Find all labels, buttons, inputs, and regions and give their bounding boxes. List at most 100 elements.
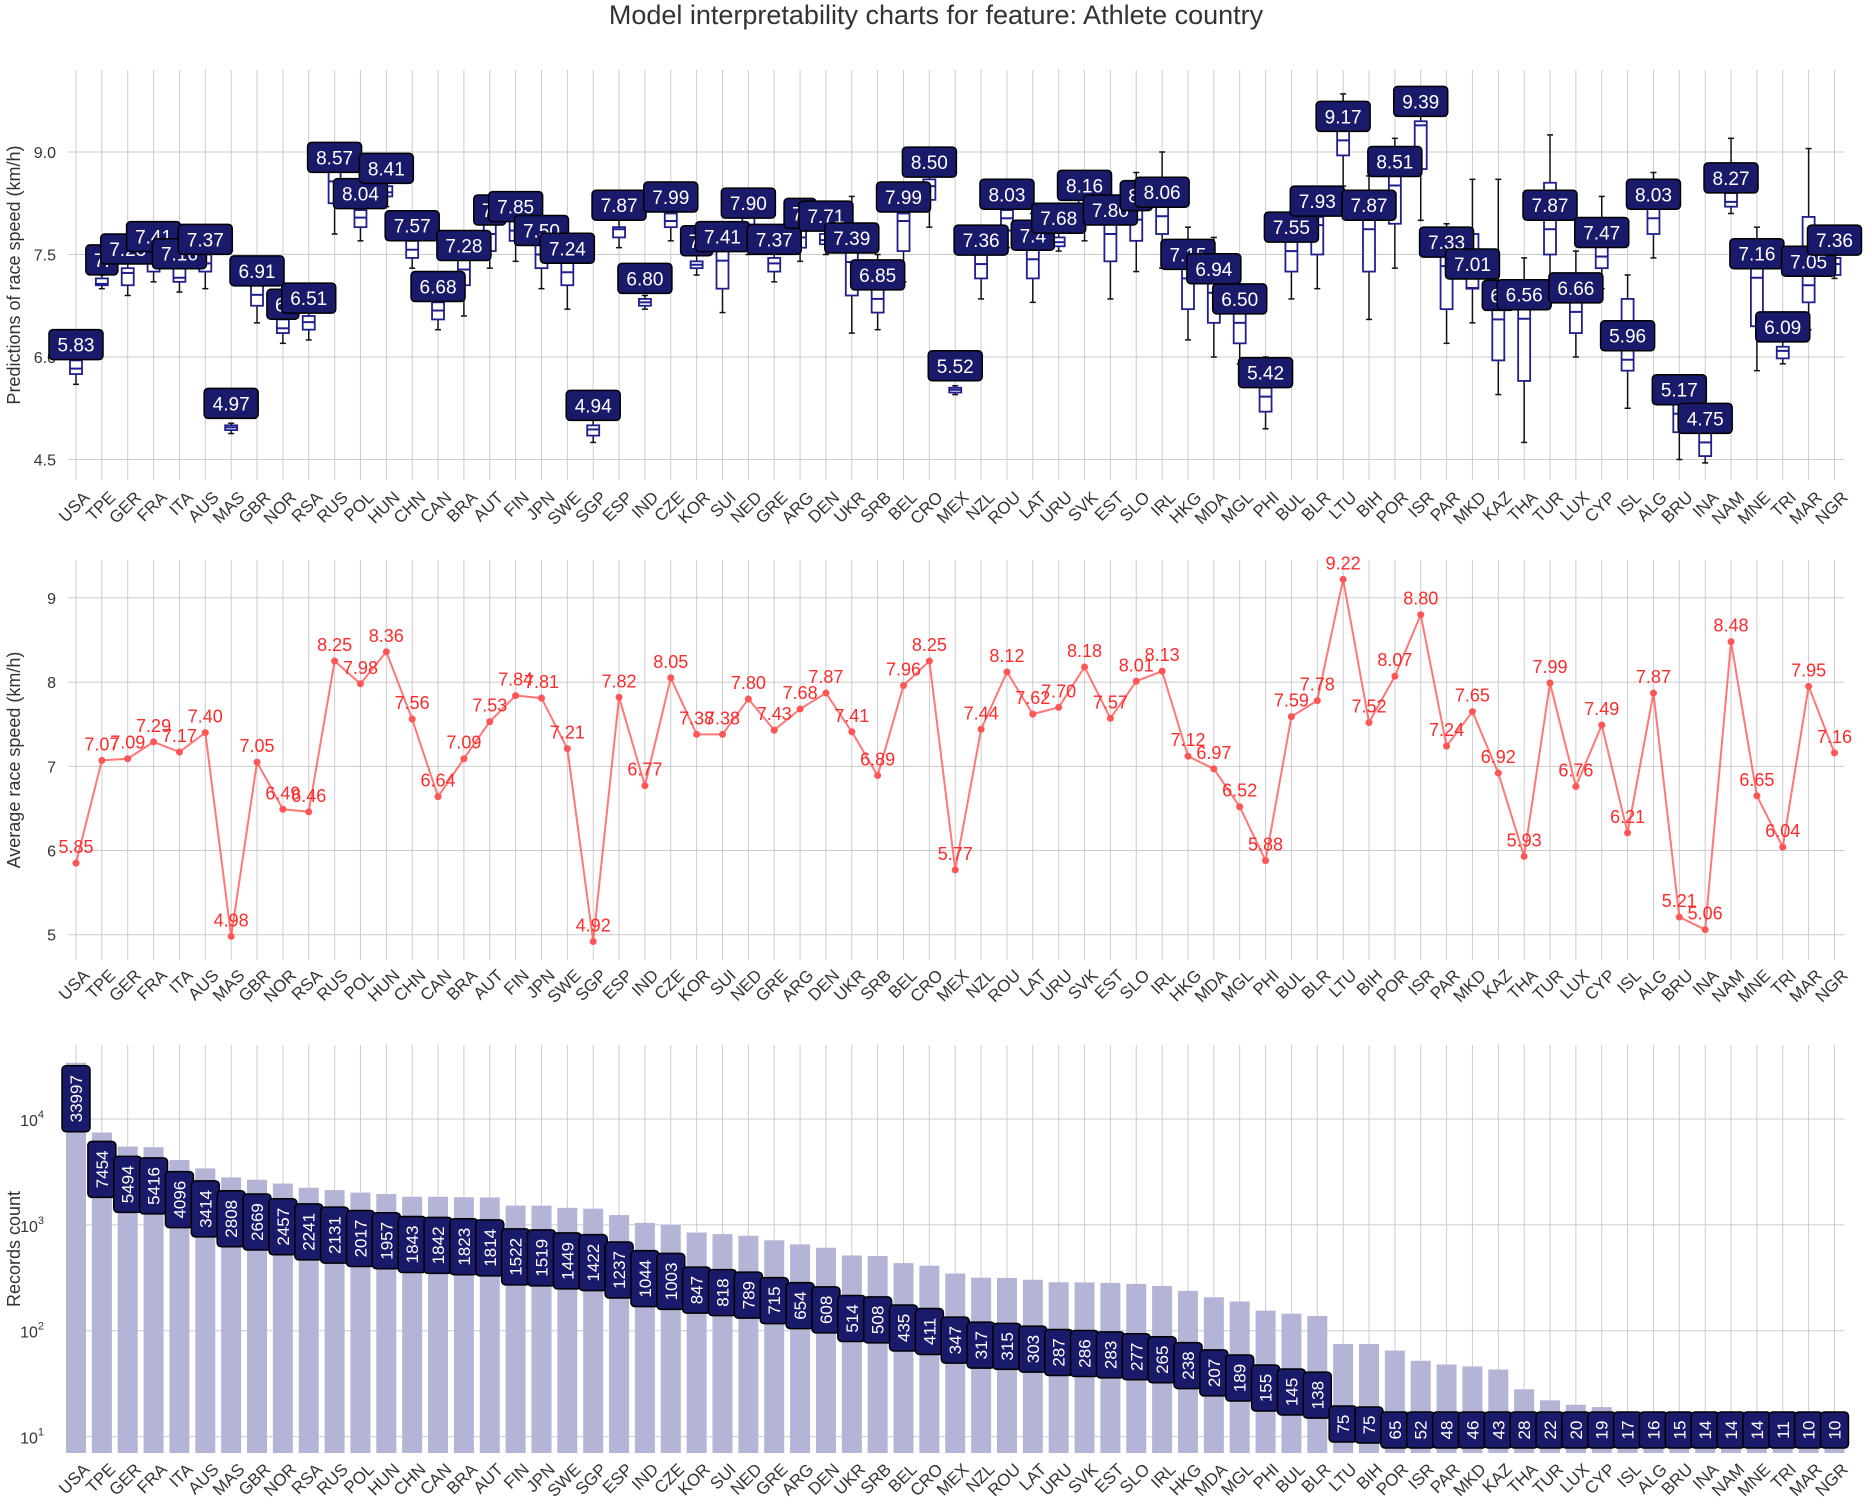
y-axis-label: Average race speed (km/h) xyxy=(4,652,24,869)
bar-value-label-text: 508 xyxy=(869,1306,888,1334)
bar-value-label-text: 1842 xyxy=(429,1226,448,1264)
box-lux xyxy=(1568,250,1583,358)
line-data-label: 5.85 xyxy=(58,837,93,857)
median-label-bg xyxy=(875,181,932,213)
bar-value-label-text: 20 xyxy=(1567,1421,1586,1440)
line-data-label: 7.09 xyxy=(446,733,481,753)
median-label: 8.57 xyxy=(306,141,363,174)
line-data-label: 7.87 xyxy=(1636,667,1671,687)
line-point xyxy=(796,705,804,713)
bar-value-label: 20 xyxy=(1561,1411,1591,1449)
line-data-label: 7.98 xyxy=(343,658,378,678)
bar-value-label: 715 xyxy=(759,1276,789,1325)
median-label-bg xyxy=(1548,272,1604,304)
line-data-label: 7.05 xyxy=(239,736,274,756)
line-point xyxy=(1132,677,1140,685)
line-point xyxy=(848,728,856,736)
line-data-label: 7.52 xyxy=(1351,697,1386,717)
median-label-bg xyxy=(746,223,802,256)
bar-value-label-text: 2241 xyxy=(300,1213,319,1251)
bar-value-label-text: 207 xyxy=(1205,1359,1224,1387)
median-label-bg xyxy=(901,146,958,178)
median-label-text: 6.66 xyxy=(1557,279,1594,300)
line-point xyxy=(1365,719,1373,727)
median-label: 6.56 xyxy=(1496,278,1552,311)
bar-value-label-text: 15 xyxy=(1670,1421,1689,1440)
median-label-text: 5.83 xyxy=(58,336,95,357)
median-label-text: 7.68 xyxy=(1040,209,1077,230)
line-point xyxy=(175,748,183,756)
line-point xyxy=(1313,697,1321,705)
bar-value-label: 1843 xyxy=(397,1215,427,1274)
bar-gre xyxy=(764,1240,785,1453)
line-data-label: 7.43 xyxy=(757,704,792,724)
line-data-label: 8.01 xyxy=(1119,655,1154,675)
median-label-text: 8.03 xyxy=(988,185,1025,206)
line-point xyxy=(1081,663,1089,671)
line-point xyxy=(1598,721,1606,729)
median-label-bg xyxy=(1315,100,1371,133)
median-label-bg xyxy=(1134,176,1190,208)
bar-value-label-text: 265 xyxy=(1153,1346,1172,1374)
bar-value-label: 1422 xyxy=(578,1233,608,1292)
bar-value-label: 207 xyxy=(1199,1349,1229,1397)
bar-value-label-text: 10 xyxy=(1800,1421,1819,1440)
median-label-text: 7.16 xyxy=(1738,245,1775,266)
median-label-bg xyxy=(1444,248,1501,280)
line-point xyxy=(1701,926,1709,934)
bar-value-label: 14 xyxy=(1742,1411,1772,1449)
y-tick-label: 104 xyxy=(20,1109,44,1130)
median-label: 5.83 xyxy=(48,328,104,361)
y-axis-label: Records count xyxy=(4,1191,24,1307)
median-label: 4.94 xyxy=(565,389,621,422)
bar-value-label: 1237 xyxy=(604,1241,634,1299)
bar-ita xyxy=(169,1160,190,1453)
line-data-label: 6.04 xyxy=(1765,821,1800,841)
bar-value-label-text: 10 xyxy=(1825,1421,1844,1440)
median-label: 7.28 xyxy=(436,229,492,262)
line-point xyxy=(356,680,364,688)
bar-value-label: 14 xyxy=(1690,1411,1720,1449)
line-point xyxy=(434,793,442,801)
bar-value-label-text: 2017 xyxy=(351,1220,370,1258)
bar-value-label: 435 xyxy=(888,1304,919,1352)
median-labels: 5.837.7.237.417.167.374.976.916.6.518.57… xyxy=(48,85,1863,435)
bar-value-label-text: 4096 xyxy=(170,1181,189,1219)
line-point xyxy=(589,937,597,945)
line-data-labels: 5.857.077.097.297.177.404.987.056.496.46… xyxy=(58,553,1852,935)
bar-value-label-text: 33997 xyxy=(67,1075,86,1122)
bar-value-label-text: 2669 xyxy=(248,1203,267,1241)
bar-value-label: 654 xyxy=(785,1281,815,1330)
line-data-label: 6.65 xyxy=(1739,770,1774,790)
bar-value-label-text: 715 xyxy=(765,1286,784,1314)
bar-value-label: 65 xyxy=(1380,1411,1410,1449)
y-tick-label: 5 xyxy=(47,928,56,945)
median-label-text: 7.47 xyxy=(1583,224,1620,245)
bar-value-label-text: 1003 xyxy=(662,1263,681,1301)
median-label-bg xyxy=(436,229,492,262)
line-point xyxy=(460,755,468,763)
line-data-label: 7.65 xyxy=(1455,686,1490,706)
box-body xyxy=(1362,212,1376,273)
bar-ukr xyxy=(841,1255,862,1453)
line-data-label: 7.44 xyxy=(964,703,999,723)
line-point xyxy=(925,657,933,665)
bar-value-label: 508 xyxy=(862,1296,893,1344)
bar-value-label: 17 xyxy=(1612,1411,1643,1449)
line-point xyxy=(1830,749,1838,757)
median-label: 7.68 xyxy=(1030,202,1087,234)
bar-value-label: 4096 xyxy=(164,1170,195,1229)
line-point xyxy=(951,866,959,874)
line-data-label: 6.46 xyxy=(291,786,326,806)
median-label-text: 8.41 xyxy=(368,159,405,180)
bar-value-label: 818 xyxy=(707,1268,738,1317)
bar-value-label: 75 xyxy=(1354,1406,1384,1444)
box-body xyxy=(172,267,187,283)
median-label-text: 4.75 xyxy=(1687,409,1724,430)
bar-value-label: 138 xyxy=(1302,1371,1333,1419)
box-mex xyxy=(948,384,963,396)
bar-fra xyxy=(143,1147,164,1453)
bar-kor xyxy=(686,1232,707,1453)
bar-value-label: 2457 xyxy=(268,1197,298,1256)
box-body xyxy=(560,260,575,287)
